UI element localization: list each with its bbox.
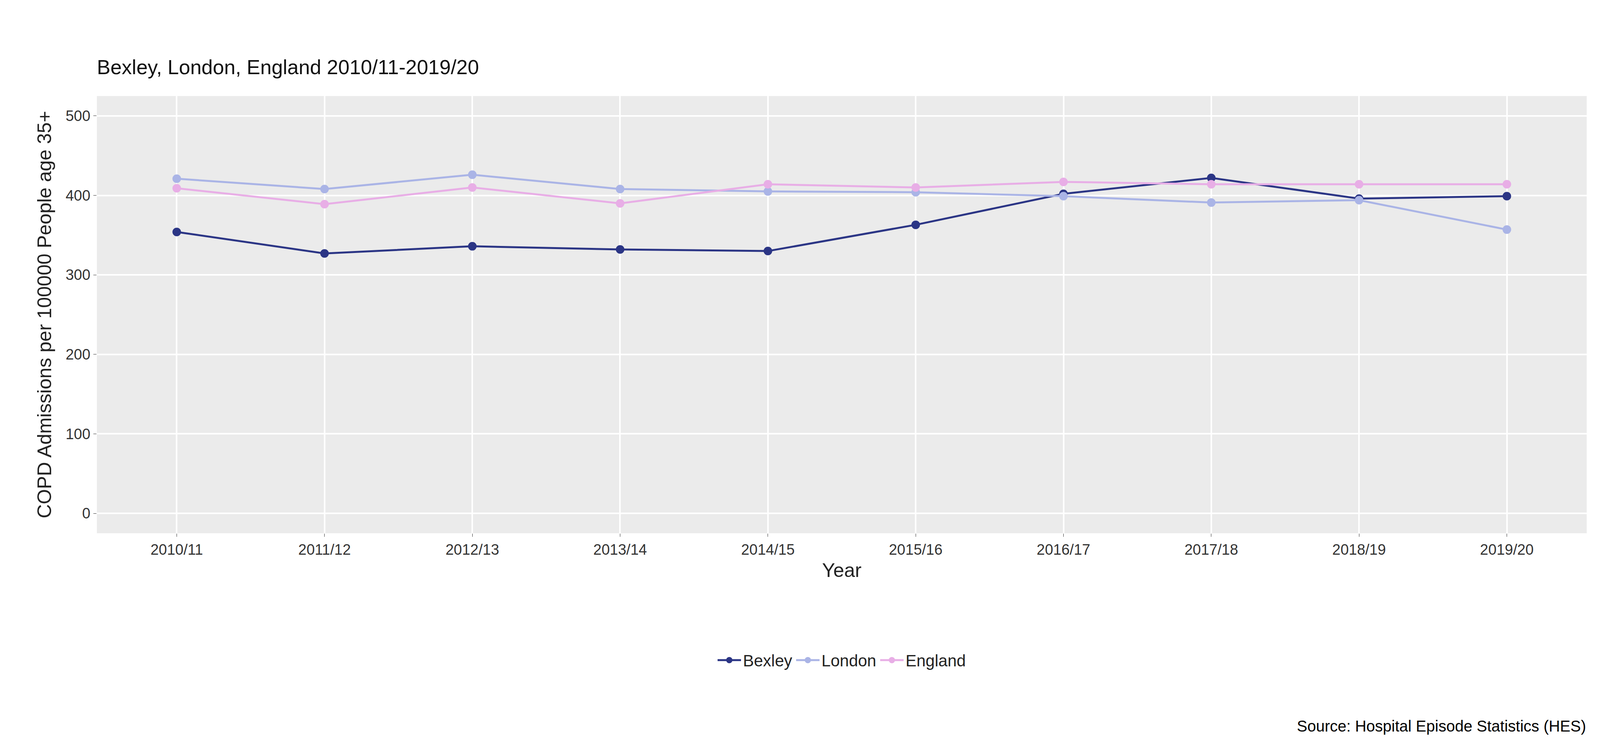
svg-text:300: 300 bbox=[65, 266, 91, 284]
svg-text:2013/14: 2013/14 bbox=[593, 541, 647, 559]
svg-text:500: 500 bbox=[65, 107, 91, 125]
svg-text:200: 200 bbox=[65, 346, 91, 363]
svg-text:2017/18: 2017/18 bbox=[1184, 541, 1238, 559]
svg-text:0: 0 bbox=[82, 505, 91, 522]
svg-text:2016/17: 2016/17 bbox=[1036, 541, 1091, 559]
svg-text:England: England bbox=[905, 651, 966, 671]
svg-text:2011/12: 2011/12 bbox=[298, 541, 352, 559]
svg-text:COPD Admissions per 100000 Peo: COPD Admissions per 100000 People age 35… bbox=[33, 110, 56, 519]
svg-text:2019/20: 2019/20 bbox=[1480, 541, 1534, 559]
svg-text:2010/11: 2010/11 bbox=[150, 541, 204, 559]
svg-text:Year: Year bbox=[821, 559, 862, 582]
svg-text:2014/15: 2014/15 bbox=[741, 541, 795, 559]
svg-text:Bexley: Bexley bbox=[742, 651, 793, 671]
svg-text:400: 400 bbox=[65, 187, 91, 204]
svg-text:2012/13: 2012/13 bbox=[445, 541, 499, 559]
svg-text:2015/16: 2015/16 bbox=[888, 541, 943, 559]
svg-text:Source: Hospital Episode Stati: Source: Hospital Episode Statistics (HES… bbox=[1296, 717, 1586, 736]
svg-text:100: 100 bbox=[65, 426, 91, 443]
svg-text:London: London bbox=[821, 651, 877, 671]
svg-text:Bexley, London, England 2010/1: Bexley, London, England 2010/11-2019/20 bbox=[96, 55, 479, 79]
svg-text:2018/19: 2018/19 bbox=[1332, 541, 1386, 559]
